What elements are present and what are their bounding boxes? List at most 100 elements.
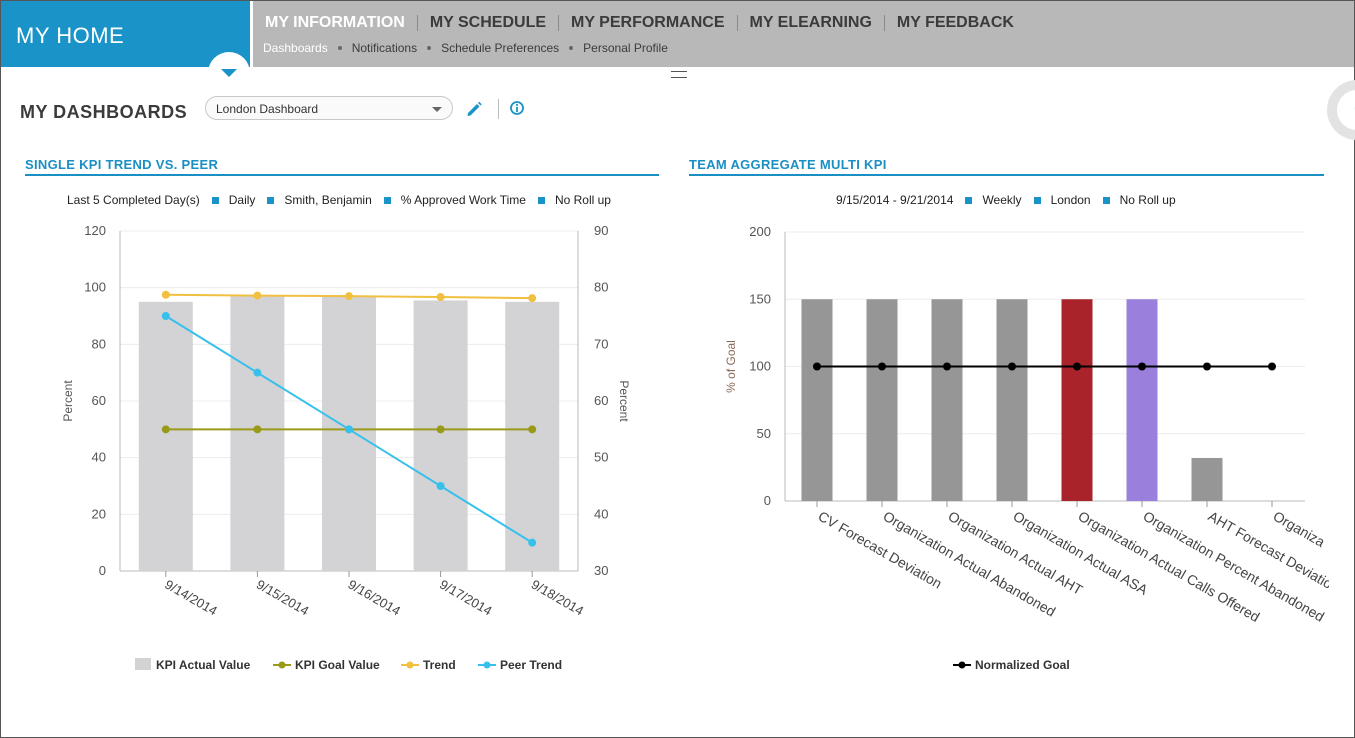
bar — [230, 296, 285, 571]
data-point — [161, 425, 170, 434]
legend-label: Peer Trend — [500, 658, 562, 672]
data-point — [436, 293, 445, 302]
data-point — [813, 362, 821, 371]
add-widget-inner: + — [1337, 90, 1355, 130]
y-tick-label: 60 — [92, 393, 106, 408]
top-navigation: MY INFORMATION MY SCHEDULE MY PERFORMANC… — [253, 1, 1354, 67]
data-point — [1268, 362, 1276, 371]
y2-tick-label: 90 — [594, 223, 608, 238]
nav-my-feedback[interactable]: MY FEEDBACK — [883, 15, 1026, 31]
x-tick-label: Organiza — [1271, 508, 1328, 550]
filter-rollup: No Roll up — [1119, 193, 1176, 207]
left-panel-title: SINGLE KPI TREND VS. PEER — [25, 157, 219, 172]
pencil-icon[interactable] — [465, 100, 483, 118]
nav-my-schedule[interactable]: MY SCHEDULE — [416, 15, 558, 31]
bullet-icon — [427, 46, 432, 50]
y2-axis-title: Percent — [617, 380, 631, 422]
subnav-personal-profile[interactable]: Personal Profile — [583, 41, 668, 55]
collapse-header-toggle[interactable] — [208, 52, 250, 94]
y-tick-label: 80 — [92, 336, 106, 351]
filter-bullet-icon — [383, 196, 391, 204]
y-axis-title: % of Goal — [724, 340, 738, 393]
y2-tick-label: 30 — [594, 563, 608, 578]
y2-tick-label: 60 — [594, 393, 608, 408]
nav-my-elearning[interactable]: MY ELEARNING — [736, 15, 884, 31]
legend-label: KPI Goal Value — [295, 658, 380, 672]
bar — [1126, 299, 1158, 501]
data-point — [1008, 362, 1016, 371]
filter-bullet-icon — [211, 196, 219, 204]
bar — [505, 301, 560, 571]
filter-bullet-icon — [537, 196, 545, 204]
y2-tick-label: 40 — [594, 506, 608, 521]
data-point — [253, 425, 262, 434]
left-panel-rule — [25, 174, 659, 176]
x-tick-label: 9/18/2014 — [529, 577, 587, 619]
data-point — [253, 291, 262, 300]
y-tick-label: 50 — [757, 426, 771, 441]
data-point — [943, 362, 951, 371]
y2-tick-label: 50 — [594, 450, 608, 465]
filter-agent: Smith, Benjamin — [284, 193, 372, 207]
bar — [931, 299, 963, 501]
x-tick-label: 9/16/2014 — [346, 577, 404, 619]
brand-header: MY HOME — [1, 1, 250, 67]
y-tick-label: 200 — [749, 224, 771, 239]
y-tick-label: 0 — [764, 493, 771, 508]
bar — [801, 299, 833, 501]
main-nav: MY INFORMATION MY SCHEDULE MY PERFORMANC… — [265, 15, 1026, 31]
bullet-icon — [337, 46, 342, 50]
data-point — [345, 425, 353, 434]
filter-period: Weekly — [982, 193, 1022, 207]
bar — [996, 299, 1028, 501]
legend-marker — [278, 661, 286, 669]
x-tick-label: 9/17/2014 — [437, 577, 495, 619]
bar — [322, 296, 376, 571]
sub-nav: Dashboards Notifications Schedule Prefer… — [263, 41, 678, 55]
data-point — [1203, 362, 1211, 371]
kpi-trend-chart: 0 20 40 60 80 100 120 30 40 50 60 70 80 90 Percent Perc… — [61, 223, 631, 672]
data-point — [878, 362, 886, 371]
data-point — [436, 425, 445, 434]
dashboard-select[interactable]: London Dashboard — [205, 96, 453, 120]
y2-tick-label: 80 — [594, 280, 608, 295]
data-point — [253, 368, 262, 377]
filter-site: London — [1050, 193, 1091, 207]
legend-label: KPI Actual Value — [156, 658, 251, 672]
data-point — [528, 425, 537, 434]
page-title: MY DASHBOARDS — [20, 102, 188, 122]
nav-my-information[interactable]: MY INFORMATION — [265, 14, 405, 31]
filter-bullet-icon — [1102, 196, 1110, 204]
data-point — [161, 312, 170, 320]
y2-tick-label: 70 — [594, 336, 608, 351]
left-panel-filters: Last 5 Completed Day(s) Daily Smith, Ben… — [67, 193, 611, 207]
info-icon[interactable] — [509, 100, 525, 116]
bar — [866, 299, 898, 501]
filter-range: Last 5 Completed Day(s) — [67, 193, 200, 207]
toolbar-divider — [498, 99, 499, 119]
y-tick-label: 120 — [84, 223, 106, 238]
legend-label: Normalized Goal — [975, 658, 1070, 672]
nav-my-performance[interactable]: MY PERFORMANCE — [558, 15, 737, 31]
bullet-icon — [569, 46, 574, 50]
right-panel-title: TEAM AGGREGATE MULTI KPI — [689, 157, 887, 172]
subnav-notifications[interactable]: Notifications — [351, 41, 418, 55]
legend-marker — [958, 661, 966, 669]
resize-handle-icon[interactable] — [671, 71, 687, 78]
data-point — [161, 290, 170, 299]
y-tick-label: 100 — [749, 359, 771, 374]
subnav-dashboards[interactable]: Dashboards — [263, 41, 328, 55]
y-tick-label: 0 — [99, 563, 106, 578]
legend-swatch — [135, 658, 151, 670]
subnav-schedule-preferences[interactable]: Schedule Preferences — [441, 41, 560, 55]
filter-date-range: 9/15/2014 - 9/21/2014 — [836, 193, 954, 207]
bar — [1191, 457, 1223, 501]
bar — [138, 301, 193, 571]
y-tick-label: 40 — [92, 450, 106, 465]
bar — [1061, 299, 1093, 501]
chevron-down-icon — [221, 69, 237, 77]
data-point — [1138, 362, 1146, 371]
dashboard-select-value: London Dashboard — [216, 102, 319, 116]
legend-label: Trend — [423, 658, 456, 672]
data-point — [345, 292, 353, 301]
